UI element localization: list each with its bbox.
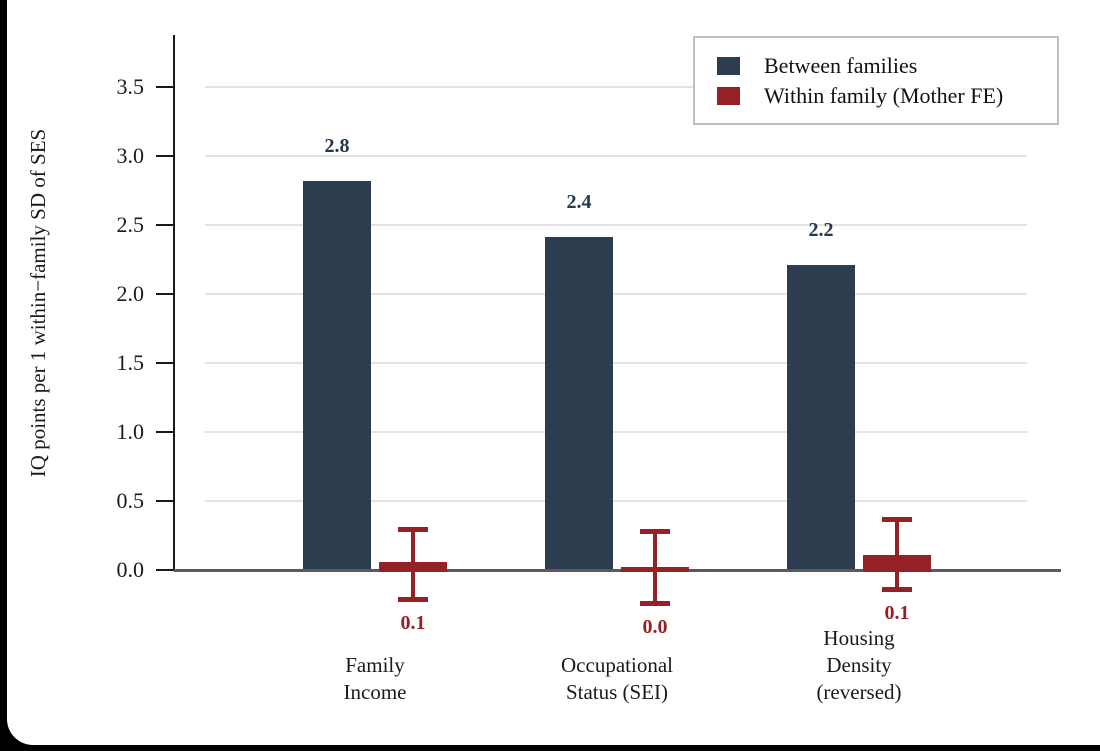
gridline: [205, 362, 1027, 364]
y-tick: [156, 86, 174, 88]
legend-label: Between families: [764, 52, 918, 78]
category-label-line: Status (SEI): [565, 680, 669, 704]
gridline: [205, 431, 1027, 433]
y-tick: [156, 224, 174, 226]
gridline: [205, 500, 1027, 502]
gridline: [205, 86, 1027, 88]
y-tick: [156, 155, 174, 157]
category-label: Family Income: [280, 652, 470, 706]
y-tick-label: 1.5: [116, 350, 145, 375]
category-label-line: Occupational: [561, 653, 673, 677]
y-tick-label: 3.5: [116, 74, 145, 99]
y-axis-line: [173, 35, 175, 571]
y-tick-label: 2.5: [116, 212, 145, 237]
y-tick-label: 1.0: [116, 419, 145, 444]
bar-between-families: [545, 237, 613, 571]
between-families-swatch: [717, 56, 740, 75]
bar-between-families: [303, 180, 371, 571]
y-tick-label: 3.0: [116, 143, 145, 168]
error-bar-cap-top: [640, 529, 670, 535]
gridline: [205, 224, 1027, 226]
error-bar-cap-top: [882, 516, 912, 522]
category-label-line: Family: [345, 653, 405, 677]
value-label-between: 2.4: [566, 191, 592, 214]
legend: Between families Within family (Mother F…: [693, 36, 1059, 125]
value-label-within: 0.1: [884, 602, 910, 625]
category-label-line: Density: [826, 653, 892, 677]
legend-item-between-families: Between families: [717, 51, 1057, 81]
value-label-within: 0.1: [400, 611, 426, 634]
y-tick-label: 0.0: [116, 557, 145, 582]
value-label-between: 2.2: [808, 219, 834, 242]
category-label-line: (reversed): [816, 680, 902, 704]
error-bar-line: [653, 531, 657, 604]
y-tick: [156, 500, 174, 502]
error-bar-line: [895, 518, 899, 590]
value-label-within: 0.0: [642, 616, 668, 639]
within-family-swatch: [717, 86, 740, 105]
error-bar-cap-bottom: [640, 601, 670, 607]
error-bar-cap-bottom: [882, 587, 912, 593]
gridline: [205, 155, 1027, 157]
legend-label: Within family (Mother FE): [764, 82, 1004, 108]
legend-item-within-family: Within family (Mother FE): [717, 81, 1057, 111]
y-tick-label: 0.5: [116, 488, 145, 513]
category-label: Occupational Status (SEI): [522, 652, 712, 706]
category-label: Housing Density (reversed): [764, 625, 954, 706]
error-bar-cap-bottom: [398, 596, 428, 602]
page-background: IQ points per 1 within−family SD of SES …: [7, 0, 1100, 745]
bar-between-families: [787, 265, 855, 571]
y-axis-title: IQ points per 1 within−family SD of SES: [26, 128, 50, 478]
error-bar-cap-top: [398, 526, 428, 532]
y-tick: [156, 431, 174, 433]
x-axis-baseline: [174, 569, 1061, 572]
category-label-line: Income: [343, 680, 407, 704]
y-tick: [156, 569, 174, 571]
value-label-between: 2.8: [324, 134, 350, 157]
y-tick: [156, 362, 174, 364]
y-tick-label: 2.0: [116, 281, 145, 306]
category-label-line: Housing: [823, 626, 895, 650]
y-tick: [156, 293, 174, 295]
gridline: [205, 293, 1027, 295]
error-bar-line: [411, 528, 415, 599]
